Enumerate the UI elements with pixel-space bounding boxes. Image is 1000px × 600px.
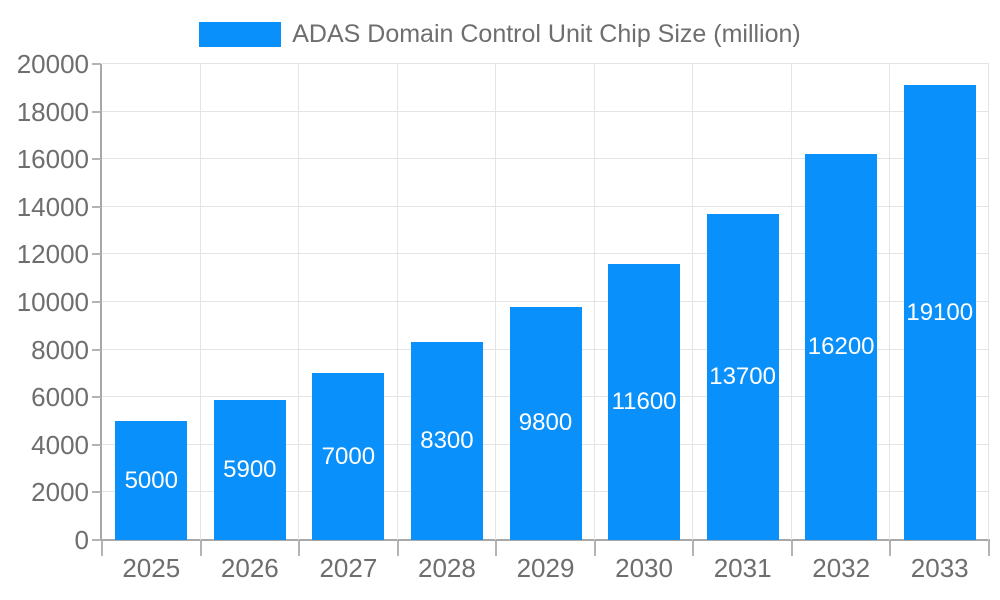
y-axis-label: 4000 [31,429,89,460]
y-tick-mark [92,205,101,208]
y-axis-label: 16000 [16,144,89,175]
bar-2025[interactable]: 5000 [115,421,188,540]
v-gridline [790,64,792,540]
bar-value-label: 8300 [420,427,474,455]
h-gridline [102,205,989,207]
h-gridline [102,253,989,255]
bar-value-label: 16200 [807,333,875,361]
y-tick-mark [92,253,101,256]
h-gridline [102,63,989,64]
bar-value-label: 7000 [321,442,376,470]
x-axis-label: 2027 [319,553,378,583]
y-axis-label: 18000 [16,96,89,127]
bar-2031[interactable]: 13700 [706,213,779,540]
bar-value-label: 5000 [124,466,178,494]
y-tick-mark [92,158,101,161]
y-tick-mark [92,539,101,541]
x-tick-mark [101,541,103,556]
v-gridline [396,64,398,540]
x-axis-label: 2025 [122,553,181,583]
bar-2033[interactable]: 19100 [903,85,976,540]
bar-value-label: 13700 [709,362,776,390]
y-axis-label: 6000 [31,382,89,413]
y-tick-mark [92,110,101,113]
v-gridline [298,64,300,540]
y-tick-mark [92,348,101,351]
bar-2029[interactable]: 9800 [509,306,582,540]
legend-swatch-icon [199,21,282,47]
bar-2032[interactable]: 16200 [805,154,878,540]
x-axis-label: 2029 [516,553,575,583]
y-tick-mark [92,301,101,303]
v-gridline [988,64,989,540]
y-axis-label: 2000 [31,477,89,508]
bar-2026[interactable]: 5900 [213,399,286,540]
bar-value-label: 9800 [518,409,573,437]
h-gridline [102,158,989,160]
bar-value-label: 11600 [611,387,677,415]
y-axis-line [100,64,102,541]
plot-area: 5000 5900 7000 8300 9800 11600 13700 16200 19100 [102,63,989,540]
x-axis-label: 2032 [812,553,871,583]
v-gridline [199,64,201,540]
x-tick-mark [790,541,793,556]
y-axis-label: 12000 [16,239,89,270]
v-gridline [889,64,891,540]
x-tick-mark [396,541,399,556]
y-axis-label: 10000 [16,287,89,317]
y-tick-mark [92,491,101,494]
x-axis-label: 2030 [615,553,673,583]
bar-value-label: 5900 [223,455,277,483]
y-axis-label: 20000 [16,49,89,79]
legend[interactable]: ADAS Domain Control Unit Chip Size (mill… [0,20,1000,48]
x-tick-mark [298,541,301,556]
h-gridline [102,110,989,112]
bar-value-label: 19100 [906,298,974,326]
y-axis-label: 14000 [16,191,89,222]
x-axis-label: 2028 [418,553,476,583]
v-gridline [593,64,595,540]
y-axis-label: 8000 [31,334,89,365]
v-gridline [692,64,694,540]
x-axis-line [100,539,990,541]
y-tick-mark [92,63,101,65]
y-tick-mark [92,443,101,446]
bar-2027[interactable]: 7000 [312,373,385,540]
y-tick-mark [92,396,101,399]
x-tick-mark [495,541,498,556]
x-axis-label: 2033 [910,553,969,583]
h-gridline [102,301,989,302]
x-tick-mark [889,541,892,556]
bar-2030[interactable]: 11600 [608,263,681,540]
x-axis-label: 2026 [220,553,279,583]
x-axis-label: 2031 [713,553,772,583]
v-gridline [495,64,497,540]
bar-2028[interactable]: 8300 [410,342,483,540]
legend-label: ADAS Domain Control Unit Chip Size (mill… [292,19,801,48]
x-tick-mark [593,541,596,556]
x-tick-mark [988,541,990,556]
y-axis-label: 0 [74,525,89,555]
x-tick-mark [199,541,202,556]
x-tick-mark [692,541,695,556]
